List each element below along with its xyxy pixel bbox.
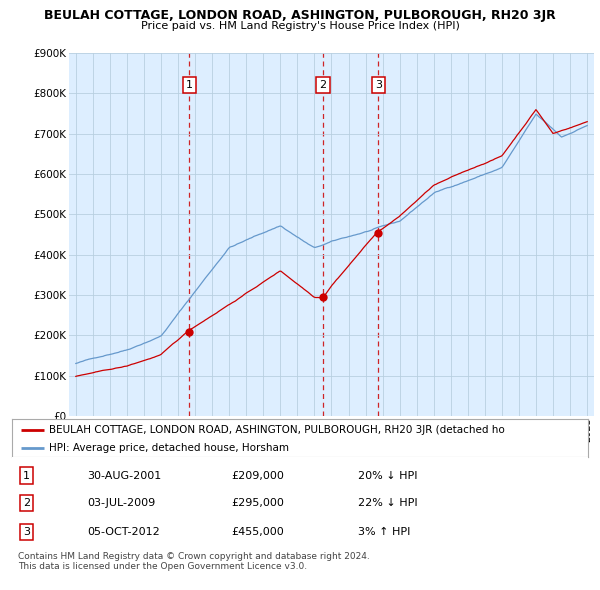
Text: 3: 3: [375, 80, 382, 90]
Text: £455,000: £455,000: [231, 527, 284, 537]
Text: 2: 2: [23, 498, 30, 508]
Text: 22% ↓ HPI: 22% ↓ HPI: [358, 498, 417, 508]
Text: £295,000: £295,000: [231, 498, 284, 508]
Text: BEULAH COTTAGE, LONDON ROAD, ASHINGTON, PULBOROUGH, RH20 3JR: BEULAH COTTAGE, LONDON ROAD, ASHINGTON, …: [44, 9, 556, 22]
Text: 03-JUL-2009: 03-JUL-2009: [87, 498, 155, 508]
Text: 1: 1: [186, 80, 193, 90]
Text: 3% ↑ HPI: 3% ↑ HPI: [358, 527, 410, 537]
Text: 05-OCT-2012: 05-OCT-2012: [87, 527, 160, 537]
Text: 3: 3: [23, 527, 30, 537]
Text: Price paid vs. HM Land Registry's House Price Index (HPI): Price paid vs. HM Land Registry's House …: [140, 21, 460, 31]
Text: HPI: Average price, detached house, Horsham: HPI: Average price, detached house, Hors…: [49, 442, 289, 453]
Text: 1: 1: [23, 471, 30, 480]
Text: 30-AUG-2001: 30-AUG-2001: [87, 471, 161, 480]
Text: This data is licensed under the Open Government Licence v3.0.: This data is licensed under the Open Gov…: [18, 562, 307, 571]
Text: Contains HM Land Registry data © Crown copyright and database right 2024.: Contains HM Land Registry data © Crown c…: [18, 552, 370, 560]
Text: 20% ↓ HPI: 20% ↓ HPI: [358, 471, 417, 480]
Text: £209,000: £209,000: [231, 471, 284, 480]
Text: 2: 2: [319, 80, 326, 90]
Text: BEULAH COTTAGE, LONDON ROAD, ASHINGTON, PULBOROUGH, RH20 3JR (detached ho: BEULAH COTTAGE, LONDON ROAD, ASHINGTON, …: [49, 425, 505, 435]
